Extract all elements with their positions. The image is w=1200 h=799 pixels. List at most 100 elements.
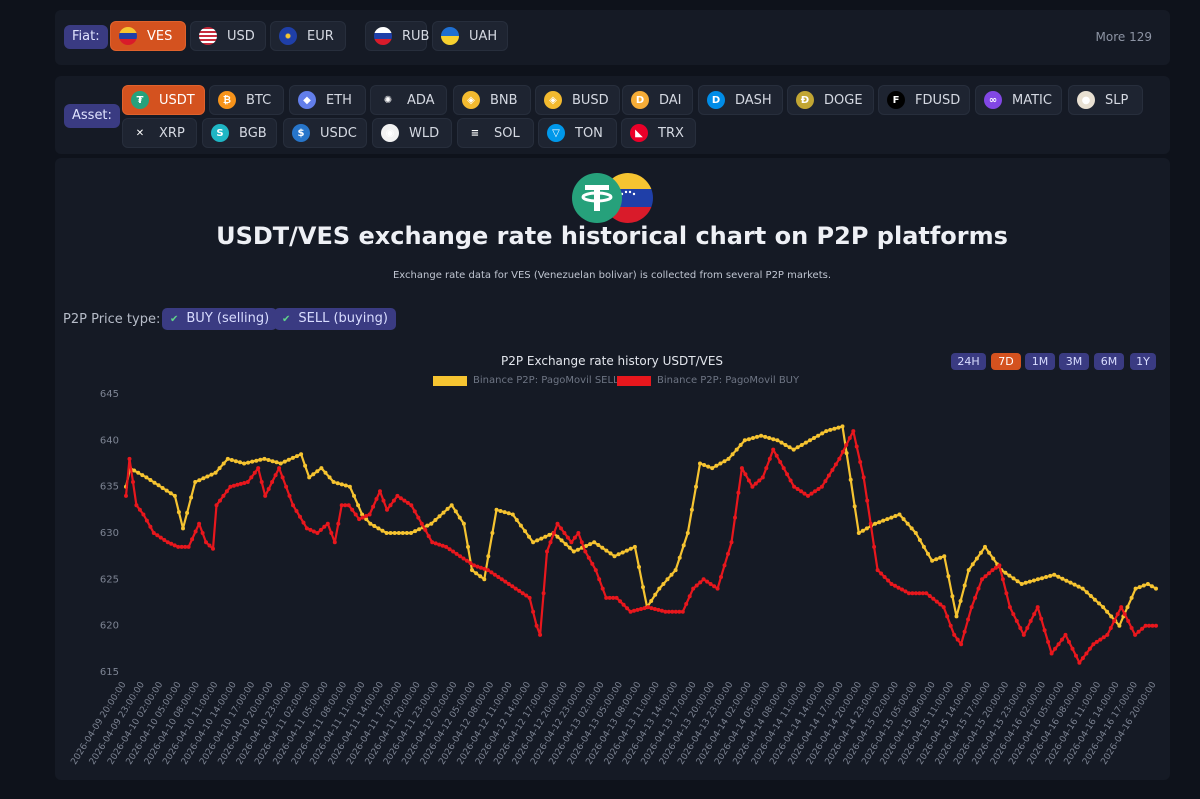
data-point	[364, 517, 369, 522]
data-point	[787, 445, 792, 450]
asset-chip-usdt[interactable]: ₮ USDT	[122, 85, 205, 115]
range-button-3m[interactable]: 3M	[1059, 353, 1089, 370]
asset-chip-doge[interactable]: Ð DOGE	[787, 85, 874, 115]
asset-chip-btc[interactable]: ₿ BTC	[209, 85, 284, 115]
asset-chip-bgb[interactable]: S BGB	[202, 118, 277, 148]
data-point	[669, 572, 674, 577]
asset-chip-bnb[interactable]: ◈ BNB	[453, 85, 531, 115]
asset-chip-dai[interactable]: D DAI	[622, 85, 693, 115]
y-tick-label: 620	[100, 621, 119, 632]
sell-buying-toggle[interactable]: ✔ SELL (buying)	[274, 308, 396, 330]
data-point	[583, 549, 588, 554]
y-tick-label: 630	[100, 528, 119, 539]
data-point	[1072, 582, 1077, 587]
data-point	[718, 461, 723, 466]
data-point	[449, 503, 454, 508]
data-point	[506, 511, 511, 516]
chart-title: P2P Exchange rate history USDT/VES	[500, 354, 724, 368]
data-point	[941, 605, 946, 610]
range-button-1y[interactable]: 1Y	[1130, 353, 1156, 370]
data-point	[712, 584, 717, 589]
data-point	[165, 540, 170, 545]
data-point	[844, 451, 849, 456]
data-point	[980, 577, 984, 582]
asset-chip-eth[interactable]: ◆ ETH	[289, 85, 366, 115]
data-point	[681, 543, 686, 548]
data-point	[938, 555, 943, 560]
data-point	[1112, 619, 1117, 623]
fiat-chip-rub[interactable]: RUB	[365, 21, 429, 51]
asset-chip-trx[interactable]: ◣ TRX	[621, 118, 696, 148]
asset-chip-matic[interactable]: ∞ MATIC	[975, 85, 1062, 115]
data-point	[832, 426, 837, 431]
asset-chip-busd[interactable]: ◈ BUSD	[535, 85, 620, 115]
data-point	[1094, 639, 1099, 644]
data-point	[461, 556, 466, 561]
data-point	[1077, 660, 1082, 665]
fiat-chip-uah[interactable]: UAH	[432, 21, 508, 51]
buy-selling-toggle[interactable]: ✔ BUY (selling)	[162, 308, 278, 330]
asset-chip-slp[interactable]: ● SLP	[1068, 85, 1143, 115]
data-point	[513, 586, 518, 591]
data-point	[132, 468, 137, 473]
data-point	[319, 466, 324, 471]
data-point	[978, 550, 983, 555]
y-axis: 615 620 625 630 635 640 645	[100, 389, 119, 678]
data-point	[893, 514, 898, 518]
legend-sell[interactable]: Binance P2P: PagoMovil SELL	[433, 375, 619, 386]
data-point	[485, 568, 490, 573]
asset-chip-xrp[interactable]: ✕ XRP	[122, 118, 197, 148]
data-point	[952, 632, 957, 637]
legend-swatch-sell	[433, 375, 467, 386]
data-point	[329, 531, 334, 535]
data-point	[290, 455, 295, 460]
data-point	[760, 475, 765, 480]
data-point	[779, 440, 784, 445]
range-button-7d[interactable]: 7D	[991, 353, 1021, 370]
legend-buy[interactable]: Binance P2P: PagoMovil BUY	[617, 375, 799, 386]
range-button-6m[interactable]: 6M	[1094, 353, 1124, 370]
data-point	[1125, 605, 1130, 610]
fiat-chip-usd[interactable]: USD	[190, 21, 266, 51]
data-point	[734, 447, 739, 452]
data-point	[217, 466, 222, 471]
data-point	[284, 484, 289, 489]
data-point	[392, 531, 397, 535]
asset-chip-ton[interactable]: ▽ TON	[538, 118, 617, 148]
data-point	[472, 563, 476, 568]
data-point	[677, 555, 682, 560]
data-point	[494, 507, 499, 512]
data-point	[694, 583, 699, 588]
data-point	[331, 480, 336, 484]
data-point	[470, 568, 474, 573]
asset-chip-sol[interactable]: ≡ SOL	[457, 118, 534, 148]
data-point	[1126, 619, 1131, 623]
data-point	[1011, 576, 1016, 581]
data-point	[562, 531, 567, 535]
fiat-chip-ves[interactable]: VES	[110, 21, 186, 51]
asset-chip-ada[interactable]: ✺ ADA	[370, 85, 447, 115]
data-point	[221, 493, 226, 498]
data-point	[819, 484, 824, 489]
data-point	[614, 595, 619, 600]
data-point	[315, 469, 320, 474]
data-point	[207, 543, 212, 548]
asset-chip-usdc[interactable]: $ USDC	[283, 118, 367, 148]
data-point	[282, 459, 287, 464]
dai-icon: D	[631, 91, 649, 109]
data-point	[873, 521, 878, 526]
data-point	[402, 498, 407, 503]
range-button-24h[interactable]: 24H	[951, 353, 986, 370]
range-button-1m[interactable]: 1M	[1025, 353, 1055, 370]
asset-chip-dash[interactable]: D DASH	[698, 85, 783, 115]
data-point	[301, 520, 306, 525]
series-lines	[124, 424, 1158, 665]
data-point	[983, 544, 987, 549]
fiat-chip-eur[interactable]: EUR	[270, 21, 346, 51]
data-point	[833, 462, 838, 467]
asset-chip-fdusd[interactable]: F FDUSD	[878, 85, 970, 115]
asset-chip-wld[interactable]: ◉ WLD	[372, 118, 452, 148]
more-fiat-link[interactable]: More 129	[1095, 30, 1152, 44]
data-point	[596, 543, 601, 547]
data-point	[635, 607, 640, 612]
